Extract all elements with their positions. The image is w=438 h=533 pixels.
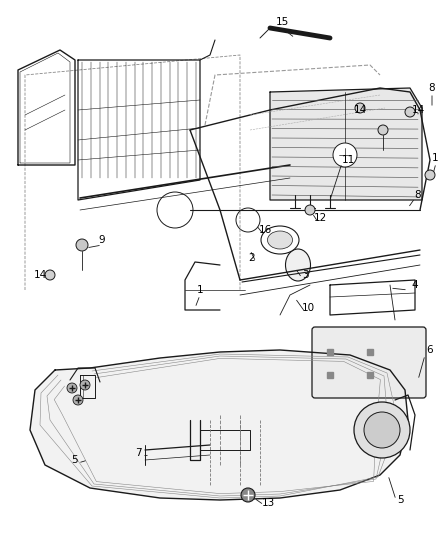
- Text: 11: 11: [341, 155, 355, 165]
- Text: 9: 9: [99, 235, 105, 245]
- Ellipse shape: [268, 231, 293, 249]
- Text: 14: 14: [33, 270, 46, 280]
- Circle shape: [333, 143, 357, 167]
- Text: 6: 6: [427, 345, 433, 355]
- Circle shape: [76, 239, 88, 251]
- Circle shape: [405, 107, 415, 117]
- Polygon shape: [30, 350, 408, 500]
- Text: 16: 16: [258, 225, 272, 235]
- Text: 3: 3: [302, 270, 308, 280]
- Text: 8: 8: [415, 190, 421, 200]
- Text: 7: 7: [135, 448, 141, 458]
- Text: 14: 14: [353, 105, 367, 115]
- Ellipse shape: [286, 249, 311, 281]
- FancyBboxPatch shape: [312, 327, 426, 398]
- Text: 10: 10: [301, 303, 314, 313]
- Circle shape: [378, 125, 388, 135]
- Circle shape: [80, 380, 90, 390]
- Circle shape: [355, 103, 365, 113]
- Circle shape: [73, 395, 83, 405]
- Text: 14: 14: [411, 105, 424, 115]
- Circle shape: [425, 170, 435, 180]
- Ellipse shape: [261, 226, 299, 254]
- Circle shape: [364, 412, 400, 448]
- Circle shape: [305, 205, 315, 215]
- Text: 4: 4: [412, 280, 418, 290]
- Text: 8: 8: [429, 83, 435, 93]
- Text: 12: 12: [431, 153, 438, 163]
- Text: 1: 1: [197, 285, 203, 295]
- Text: 2: 2: [249, 253, 255, 263]
- Text: 5: 5: [397, 495, 403, 505]
- Text: 5: 5: [72, 455, 78, 465]
- Circle shape: [354, 402, 410, 458]
- Circle shape: [67, 383, 77, 393]
- Text: 13: 13: [261, 498, 275, 508]
- Text: 12: 12: [313, 213, 327, 223]
- Circle shape: [241, 488, 255, 502]
- Text: 15: 15: [276, 17, 289, 27]
- Polygon shape: [270, 88, 422, 200]
- Circle shape: [45, 270, 55, 280]
